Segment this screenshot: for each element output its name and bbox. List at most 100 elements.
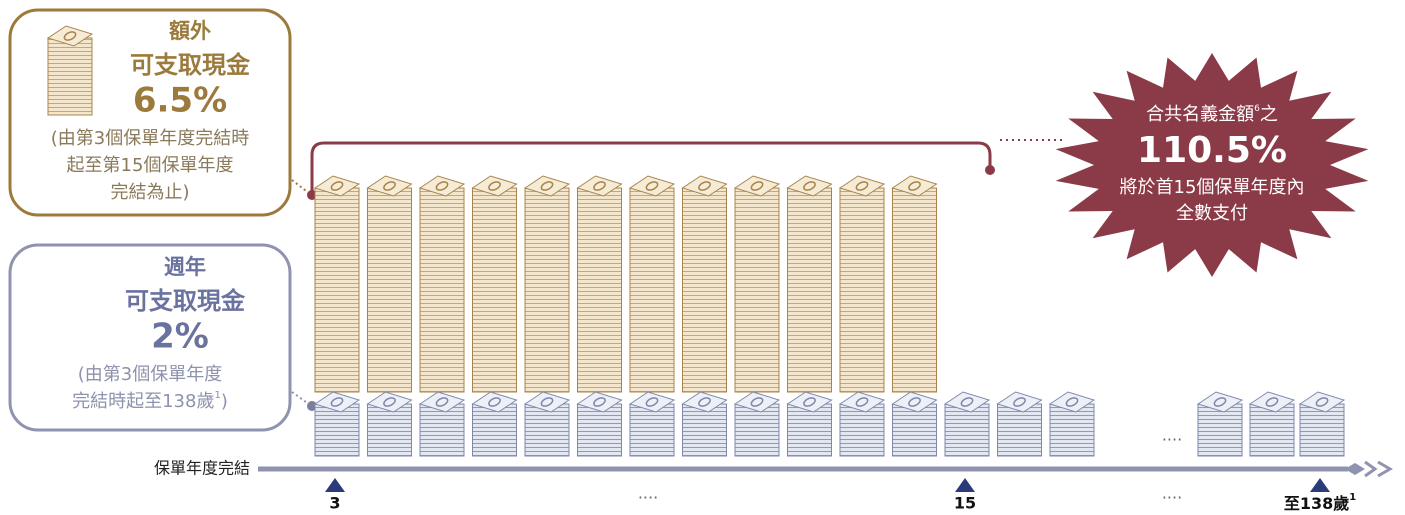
- marker-label: 至138歲: [1284, 494, 1349, 513]
- bill-seal: [803, 397, 816, 407]
- bill-seal: [63, 31, 77, 41]
- bill-seal: [750, 181, 764, 191]
- marker: [325, 478, 345, 492]
- stack-top: [471, 175, 518, 197]
- stack-top: [681, 175, 728, 197]
- stack-body: [47, 37, 93, 116]
- stack-top: [891, 391, 938, 413]
- stack-top: [576, 391, 623, 413]
- bill-seal: [435, 397, 449, 407]
- footnote-mark: 1: [1349, 492, 1356, 503]
- connector: [291, 179, 311, 195]
- stack-body: [1299, 403, 1345, 457]
- bill-seal: [855, 397, 869, 407]
- bill-seal: [1213, 397, 1227, 407]
- bill-seal: [1013, 397, 1026, 407]
- bill-seal: [645, 181, 659, 191]
- stack-top: [943, 391, 991, 413]
- bill-seal: [383, 397, 396, 407]
- stack-body: [524, 187, 570, 393]
- stack-body: [944, 403, 990, 457]
- stack-top: [523, 391, 571, 413]
- stack-body: [577, 187, 622, 393]
- extra-note: 完結為止): [110, 182, 189, 203]
- bill-seal: [540, 181, 554, 191]
- stack-top: [838, 391, 886, 413]
- stack-top: [1048, 391, 1096, 413]
- marker: [955, 478, 975, 492]
- bill-seal: [803, 181, 816, 191]
- stack-top: [733, 175, 781, 197]
- extra-note: 起至第15個保單年度: [67, 155, 234, 176]
- burst-rate: 110.5%: [1137, 130, 1287, 171]
- stack-body: [734, 187, 780, 393]
- bill-seal: [488, 181, 501, 191]
- bill-seal: [330, 397, 344, 407]
- stack-top: [576, 175, 623, 197]
- stack-body: [734, 403, 780, 457]
- stack-top: [996, 391, 1043, 413]
- annual-rate: 2%: [151, 317, 209, 357]
- extra-title: 額外: [168, 19, 211, 43]
- stack-body: [1197, 403, 1243, 457]
- stack-body: [839, 187, 885, 393]
- stack-top: [733, 391, 781, 413]
- stack-top: [366, 175, 413, 197]
- stack-top: [471, 391, 518, 413]
- marker-label: 15: [954, 494, 976, 513]
- stack-body: [472, 187, 517, 393]
- bill-seal: [330, 181, 344, 191]
- extra-note: (由第3個保單年度完結時: [51, 128, 249, 149]
- stack-top: [838, 175, 886, 197]
- stack-body: [839, 403, 885, 457]
- burst-text: 將於首15個保單年度內: [1120, 177, 1305, 198]
- stack-top: [1248, 391, 1296, 413]
- bill-seal: [540, 397, 554, 407]
- stack-top: [366, 391, 413, 413]
- stack-body: [892, 403, 937, 457]
- stack-body: [629, 187, 675, 393]
- marker-label: 3: [329, 494, 340, 513]
- stack-body: [367, 187, 412, 393]
- starburst: [1055, 53, 1369, 277]
- stack-body: [682, 403, 727, 457]
- annual-note: 完結時起至138歲1): [72, 390, 228, 412]
- stack-body: [682, 187, 727, 393]
- money-stacks: [313, 175, 1346, 457]
- bill-seal: [593, 181, 606, 191]
- bill-seal: [855, 181, 869, 191]
- stack-top: [46, 25, 94, 47]
- extra-subtitle: 可支取現金: [130, 51, 251, 79]
- stack-body: [524, 403, 570, 457]
- stack-body: [892, 187, 937, 393]
- stack-body: [419, 403, 465, 457]
- stack-top: [313, 391, 361, 413]
- bill-seal: [383, 181, 396, 191]
- marker-label: 至138歲1: [1284, 492, 1356, 513]
- stack-body: [314, 403, 360, 457]
- stack-body: [1049, 403, 1095, 457]
- stack-top: [786, 175, 833, 197]
- stack-top: [628, 175, 676, 197]
- bracket: [310, 141, 992, 195]
- stack-top: [681, 391, 728, 413]
- extra-rate: 6.5%: [133, 81, 227, 121]
- bracket-dot: [985, 165, 995, 175]
- connector: [291, 391, 311, 406]
- stack-top: [313, 175, 361, 197]
- burst-text: 合共名義金額: [1146, 104, 1254, 125]
- ellipsis: ....: [1162, 426, 1182, 445]
- timeline-label: 保單年度完結: [154, 459, 250, 478]
- annual-note: (由第3個保單年度: [78, 364, 222, 385]
- stack-body: [419, 187, 465, 393]
- bill-seal: [908, 397, 921, 407]
- annual-note: ): [221, 391, 228, 412]
- stack-top: [523, 175, 571, 197]
- stack-top: [891, 175, 938, 197]
- stack-top: [628, 391, 676, 413]
- bill-seal: [1315, 397, 1329, 407]
- annual-title: 週年: [164, 255, 206, 279]
- burst-text: 之: [1260, 104, 1278, 125]
- timeline-arrow: [1364, 460, 1393, 478]
